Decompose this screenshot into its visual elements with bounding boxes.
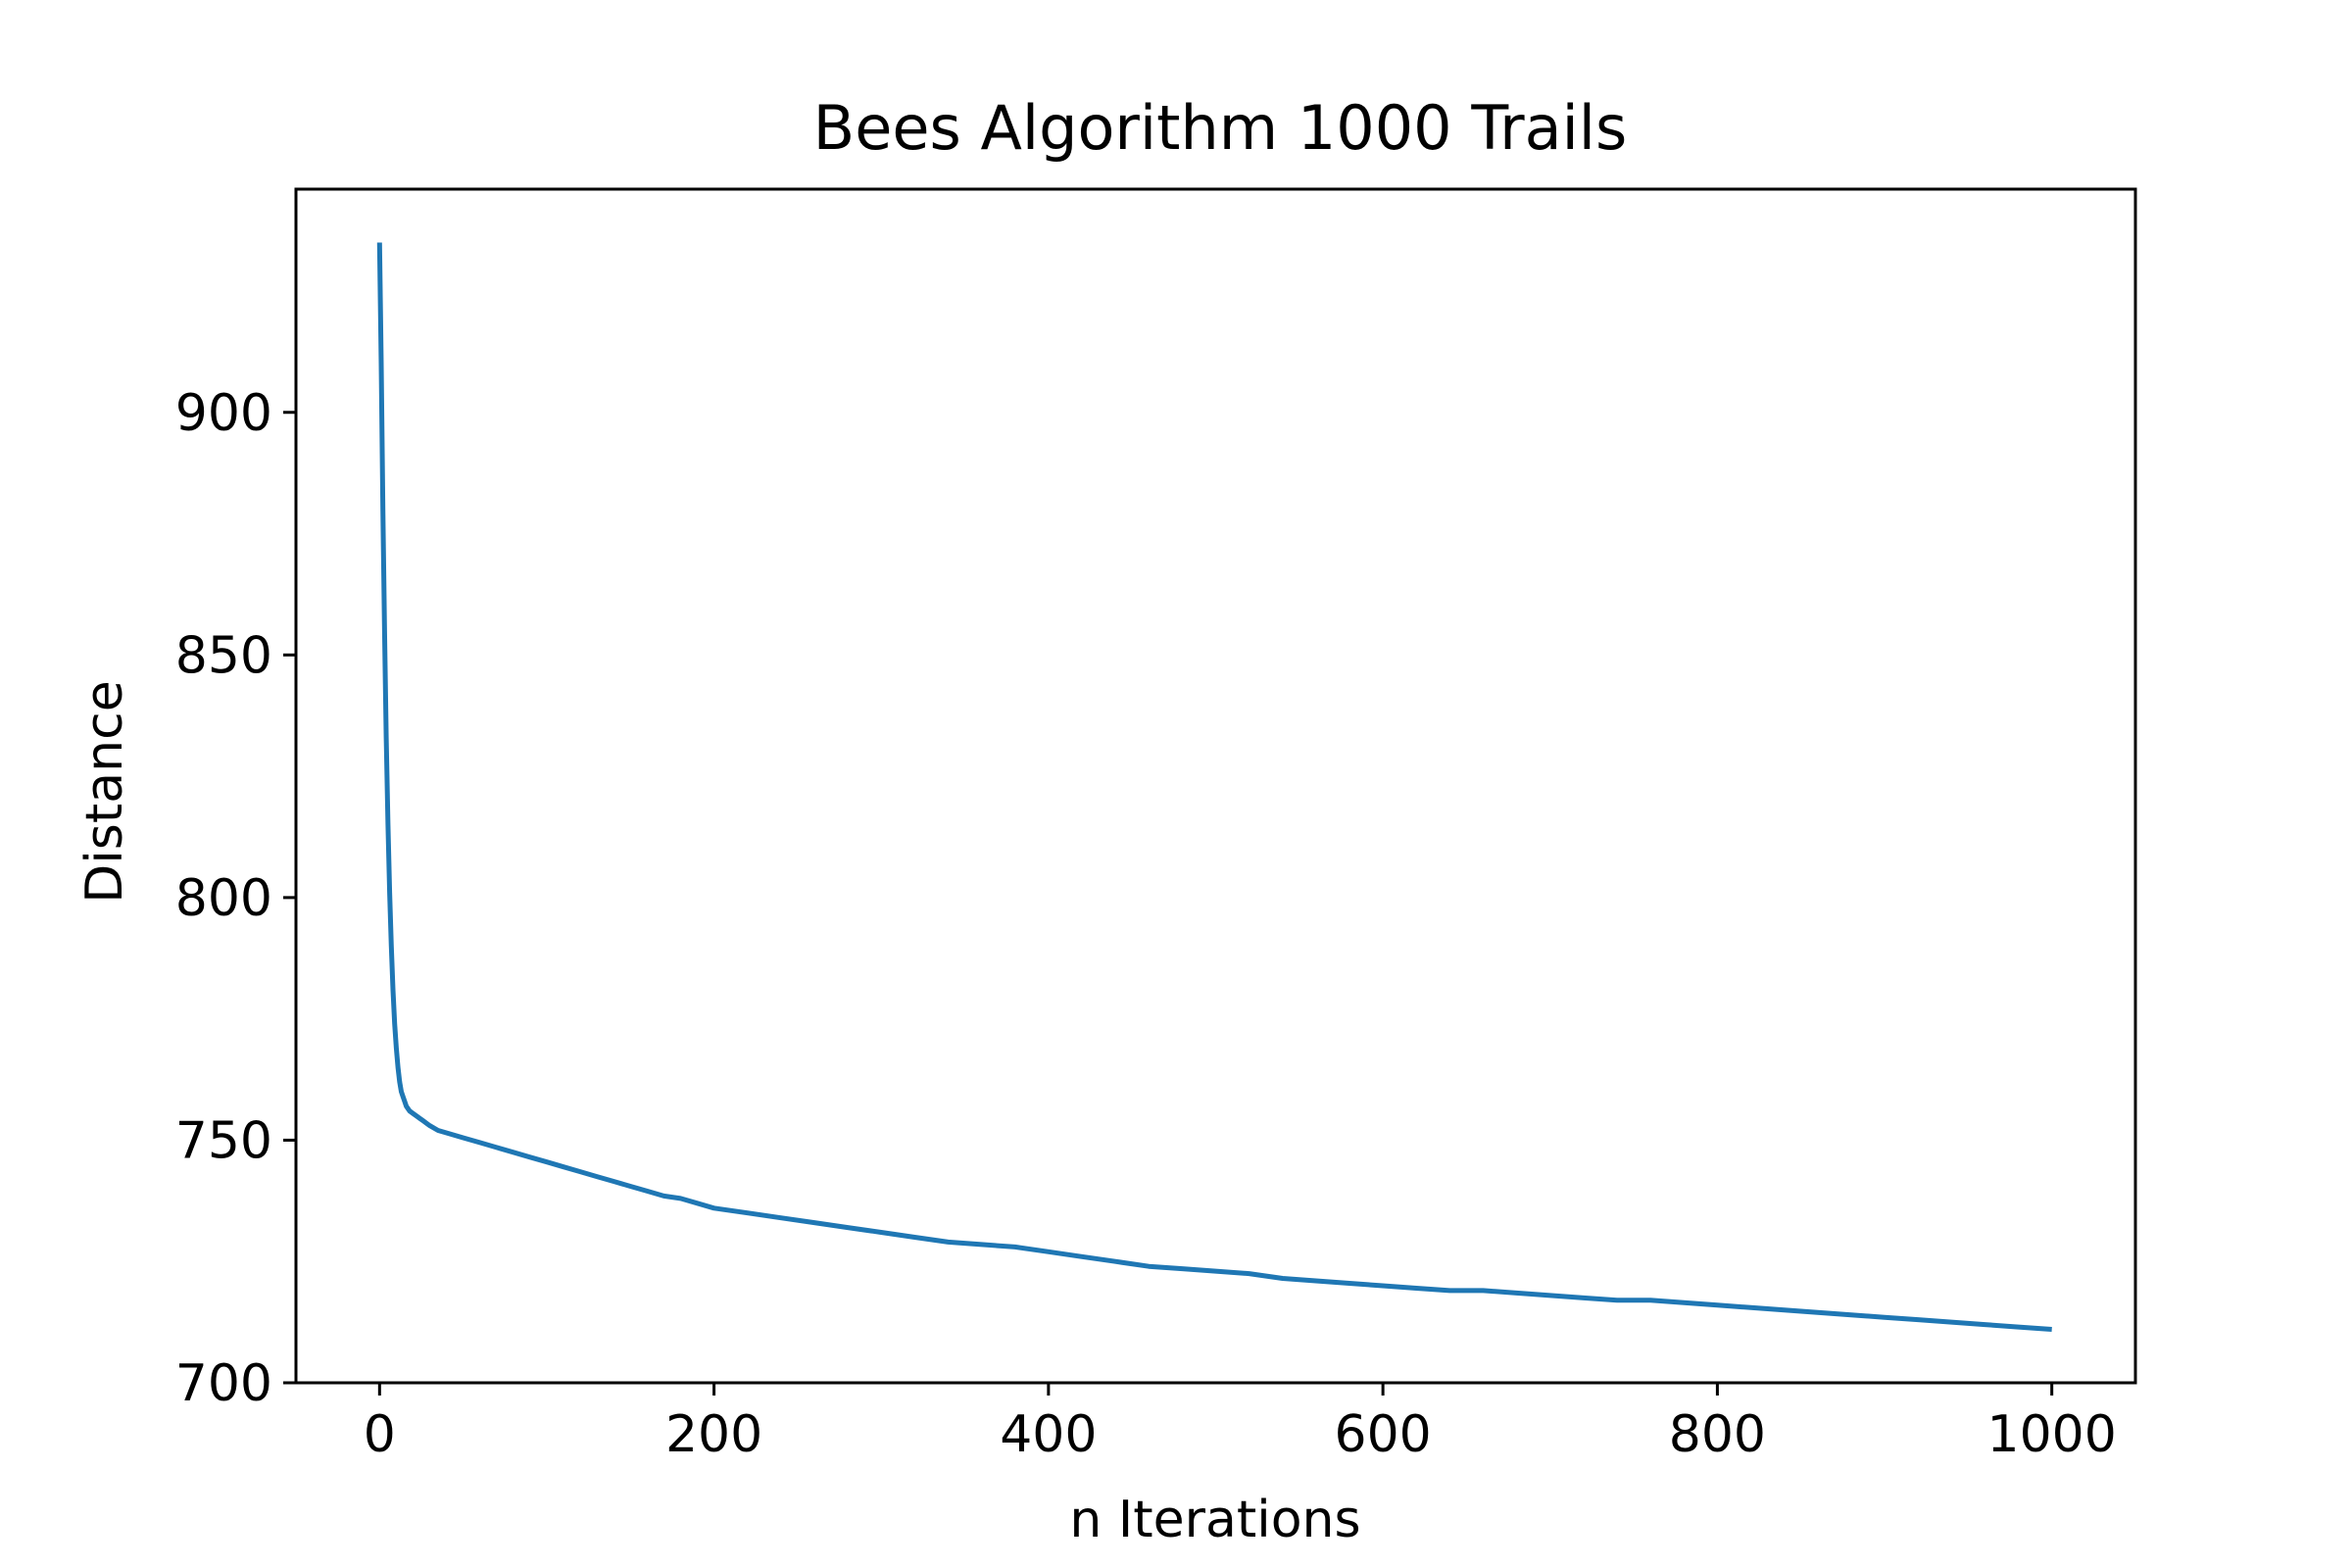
x-tick-label: 0	[364, 1405, 396, 1464]
y-tick-label: 900	[175, 384, 272, 443]
y-tick-label: 850	[175, 626, 272, 685]
chart-title: Bees Algorithm 1000 Trails	[813, 92, 1628, 164]
x-tick-label: 800	[1669, 1405, 1766, 1464]
y-tick-label: 750	[175, 1111, 272, 1170]
y-tick-label: 700	[175, 1354, 272, 1413]
series-group	[376, 242, 2052, 1332]
plot-area-frame	[294, 187, 2137, 1385]
x-tick-label: 600	[1335, 1405, 1432, 1464]
x-tick-label: 1000	[1987, 1405, 2117, 1464]
x-tick-label: 400	[1000, 1405, 1097, 1464]
x-axis-label: n Iterations	[1069, 1491, 1360, 1549]
series-line	[376, 242, 2052, 1332]
axis-ticks: 0 200 400 600 800 1000 700 750 800 850 900	[175, 384, 2117, 1464]
y-tick-label: 800	[175, 869, 272, 928]
x-tick-label: 200	[665, 1405, 762, 1464]
y-axis-label: Distance	[75, 680, 134, 903]
